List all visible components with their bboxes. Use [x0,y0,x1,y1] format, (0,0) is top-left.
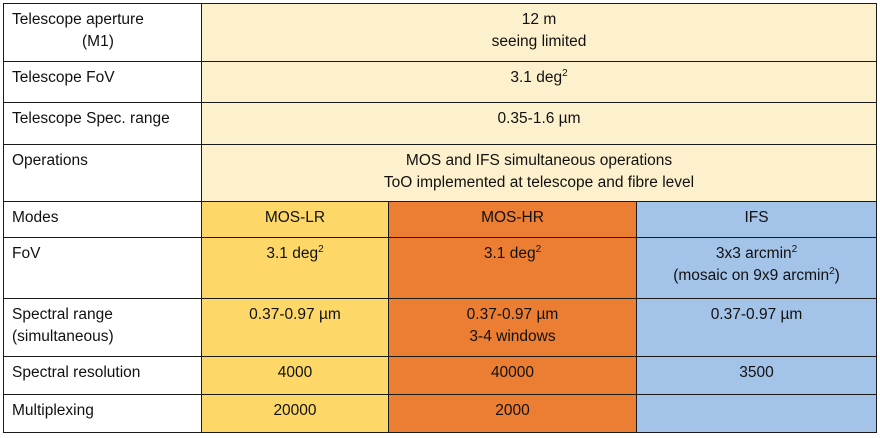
row-spec-range: Telescope Spec. range 0.35-1.6 µm [3,102,878,145]
label-telescope-fov: Telescope FoV [3,61,202,103]
multiplexing-mos-lr: 20000 [201,394,389,433]
spectral-range-mos-hr-line1: 0.37-0.97 µm [466,306,559,323]
fov-ifs-line2-pre: (mosaic on 9x9 arcmin [673,267,830,284]
spectral-range-mos-lr: 0.37-0.97 µm [201,298,389,357]
spectral-resolution-mos-lr: 4000 [201,356,389,395]
fov-mos-lr-text: 3.1 deg [266,245,319,262]
row-fov: FoV 3.1 deg2 3.1 deg2 3x3 arcmin2 (mosai… [3,237,878,299]
fov-ifs-line2-post: ) [834,267,840,284]
value-operations-line1: MOS and IFS simultaneous operations [405,152,673,169]
label-spectral-range-line1: Spectral range [12,306,113,323]
fov-ifs-line2-sup: 2 [829,266,835,277]
value-telescope-fov-sup: 2 [562,68,568,79]
fov-ifs: 3x3 arcmin2 (mosaic on 9x9 arcmin2) [635,237,878,299]
value-aperture-line1: 12 m [521,11,557,28]
multiplexing-ifs [635,394,878,433]
fov-mos-hr: 3.1 deg2 [388,237,637,299]
label-spectral-resolution: Spectral resolution [3,356,202,395]
row-spectral-range: Spectral range (simultaneous) 0.37-0.97 … [3,298,878,357]
label-spec-range: Telescope Spec. range [3,102,202,145]
spectral-range-mos-hr: 0.37-0.97 µm 3-4 windows [388,298,637,357]
label-multiplexing: Multiplexing [3,394,202,433]
label-aperture-line2: (M1) [82,33,114,50]
fov-ifs-line1-sup: 2 [791,244,798,255]
row-modes: Modes MOS-LR MOS-HR IFS [3,201,878,238]
specs-table: Telescope aperture (M1) 12 m seeing limi… [3,3,878,433]
value-telescope-fov: 3.1 deg2 [200,61,878,103]
row-spectral-resolution: Spectral resolution 4000 40000 3500 [3,356,878,395]
label-operations: Operations [3,144,202,202]
fov-ifs-line1-text: 3x3 arcmin [715,245,792,262]
value-spec-range: 0.35-1.6 µm [200,102,878,145]
header-ifs: IFS [635,201,878,238]
header-mos-lr: MOS-LR [201,201,389,238]
label-aperture: Telescope aperture (M1) [3,3,202,62]
label-modes: Modes [3,201,202,238]
fov-mos-lr: 3.1 deg2 [201,237,389,299]
fov-mos-hr-sup: 2 [535,244,542,255]
label-spectral-range-line2: (simultaneous) [12,328,114,345]
fov-mos-hr-text: 3.1 deg [483,245,536,262]
fov-mos-lr-sup: 2 [318,244,324,255]
multiplexing-mos-hr: 2000 [388,394,637,433]
value-telescope-fov-text: 3.1 deg [510,69,563,86]
label-aperture-line1: Telescope aperture [12,11,144,28]
value-aperture: 12 m seeing limited [200,3,878,62]
fov-ifs-line1: 3x3 arcmin2 [645,243,868,265]
label-spectral-range: Spectral range (simultaneous) [3,298,202,357]
row-operations: Operations MOS and IFS simultaneous oper… [3,144,878,202]
row-aperture: Telescope aperture (M1) 12 m seeing limi… [3,3,878,62]
spectral-range-mos-hr-line2: 3-4 windows [469,328,556,345]
spectral-resolution-ifs: 3500 [635,356,878,395]
row-multiplexing: Multiplexing 20000 2000 [3,394,878,433]
value-operations: MOS and IFS simultaneous operations ToO … [200,144,878,202]
label-fov: FoV [3,237,202,299]
spectral-range-ifs: 0.37-0.97 µm [635,298,878,357]
fov-ifs-line2: (mosaic on 9x9 arcmin2) [645,265,868,287]
row-telescope-fov: Telescope FoV 3.1 deg2 [3,61,878,103]
value-aperture-line2: seeing limited [491,33,587,50]
header-mos-hr: MOS-HR [388,201,637,238]
value-operations-line2: ToO implemented at telescope and fibre l… [383,174,695,191]
spectral-resolution-mos-hr: 40000 [388,356,637,395]
